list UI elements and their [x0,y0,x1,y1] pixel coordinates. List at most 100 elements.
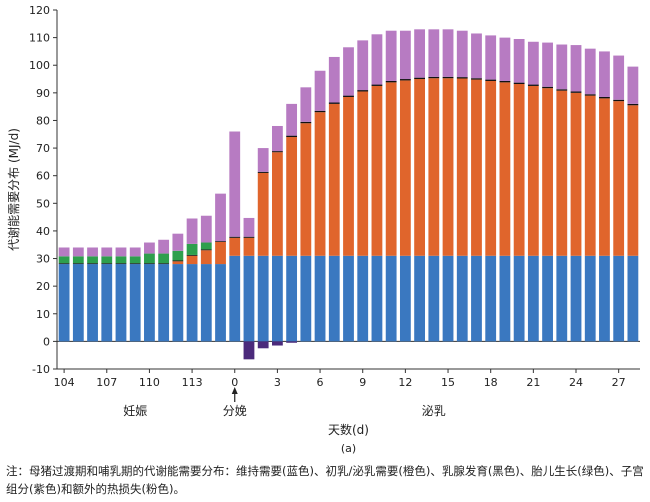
bar-segment-heat_loss [300,87,312,122]
bar-segment-heat_loss [599,51,610,97]
x-tick-label: 104 [54,376,75,389]
x-tick-label: 24 [569,376,583,389]
bar-segment-mammary [599,96,610,99]
y-tick-label: 120 [29,4,50,17]
x-group-label: 分娩 [223,404,247,418]
bar-segment-mammary [115,263,127,265]
x-axis-label: 天数(d) [328,422,369,437]
bar-segment-maintenance [456,255,468,342]
bar-segment-heat_loss [442,29,454,77]
bar-segment-heat_loss [570,45,582,92]
bar-segment-heat_loss [613,55,625,100]
bar-segment-lactation [499,82,511,256]
bar-segment-heat_loss [286,103,298,136]
bar-segment-mammary [385,80,397,83]
bar-segment-heat_loss [271,125,283,152]
bar-segment-mammary [485,79,497,81]
bar-segment-heat_loss [414,29,426,78]
figure-note: 注：母猪过渡期和哺乳期的代谢能需要分布：维持需要(蓝色)、初乳/泌乳需要(橙色)… [6,464,644,496]
bar-segment-maintenance [115,264,127,342]
bar-segment-mammary [399,79,411,81]
bar-segment-heat_loss [527,41,539,85]
bar-segment-lactation [200,250,212,265]
bar-segment-maintenance [58,264,70,342]
bar-segment-heat_loss [499,37,511,81]
bar-segment-heat_loss [58,247,70,257]
bar-segment-fetal [58,256,70,264]
bar-segment-lactation [584,95,596,256]
bar-segment-mammary [527,84,539,86]
bar-segment-fetal [87,256,98,264]
bar-segment-heat_loss [229,131,241,237]
bar-segment-uterine [243,341,255,360]
x-tick-label: 110 [139,376,160,389]
x-group-label: 妊娠 [123,404,147,418]
y-tick-label: 20 [36,280,50,293]
bar-segment-lactation [385,82,397,256]
bar-segment-heat_loss [485,35,497,80]
bar-segment-maintenance [101,264,113,342]
y-tick-label: 60 [36,170,50,183]
x-tick-label: 6 [317,376,324,389]
bar-segment-maintenance [613,255,625,342]
bar-segment-mammary [499,80,511,83]
bar-segment-lactation [456,78,468,256]
bar-segment-fetal [101,256,113,264]
bar-segment-maintenance [172,264,184,342]
bar-segment-lactation [556,90,568,256]
bar-segment-maintenance [414,255,426,342]
bar-segment-maintenance [471,255,482,342]
bar-segment-heat_loss [385,30,397,81]
bar-segment-mammary [314,110,326,113]
bar-segment-lactation [229,237,241,256]
bar-segment-heat_loss [556,44,568,90]
x-tick-label: 0 [231,376,238,389]
bar-segment-maintenance [385,255,397,342]
bar-segment-heat_loss [101,247,113,257]
bar-segment-maintenance [328,255,340,342]
bar-segment-heat_loss [584,48,596,95]
y-axis-label: 代谢能需要分布 (MJ/d) [6,128,21,251]
bar-segment-lactation [399,80,411,256]
bar-segment-heat_loss [129,247,141,257]
bar-segment-mammary [286,135,298,138]
bar-segment-mammary [456,77,468,79]
bar-segment-maintenance [570,255,582,342]
bar-segment-lactation [243,237,255,256]
bar-segment-heat_loss [357,40,369,91]
bar-segment-mammary [215,241,226,242]
y-tick-label: 30 [36,253,50,266]
bar-segment-maintenance [527,255,539,342]
bar-segment-maintenance [286,255,298,342]
bar-segment-lactation [286,137,298,256]
bar-segment-mammary [257,171,269,173]
x-tick-label: 113 [182,376,203,389]
bar-segment-lactation [328,103,340,256]
bar-segment-maintenance [499,255,511,342]
bar-segment-uterine [286,341,298,343]
y-tick-label: 90 [36,87,50,100]
bar-segment-uterine [257,341,269,349]
bar-segment-maintenance [158,264,170,342]
bar-segment-heat_loss [542,42,553,87]
bar-segment-maintenance [357,255,369,342]
bar-segment-mammary [328,102,340,104]
bar-segment-mammary [584,94,596,96]
bar-segment-maintenance [428,255,440,342]
bar-segment-maintenance [87,264,98,342]
bar-segment-maintenance [215,264,226,342]
bar-segment-mammary [414,77,426,80]
bar-segment-mammary [471,78,482,80]
bar-segment-mammary [556,89,568,91]
x-tick-label: 9 [359,376,366,389]
bar-segment-mammary [570,91,582,93]
x-tick-label: 15 [441,376,455,389]
bar-segment-heat_loss [456,30,468,78]
bar-segment-fetal [186,243,198,255]
bar-segment-heat_loss [314,70,326,111]
bar-segment-mammary [357,90,369,92]
bar-segment-mammary [371,84,383,86]
y-tick-label: 40 [36,225,50,238]
